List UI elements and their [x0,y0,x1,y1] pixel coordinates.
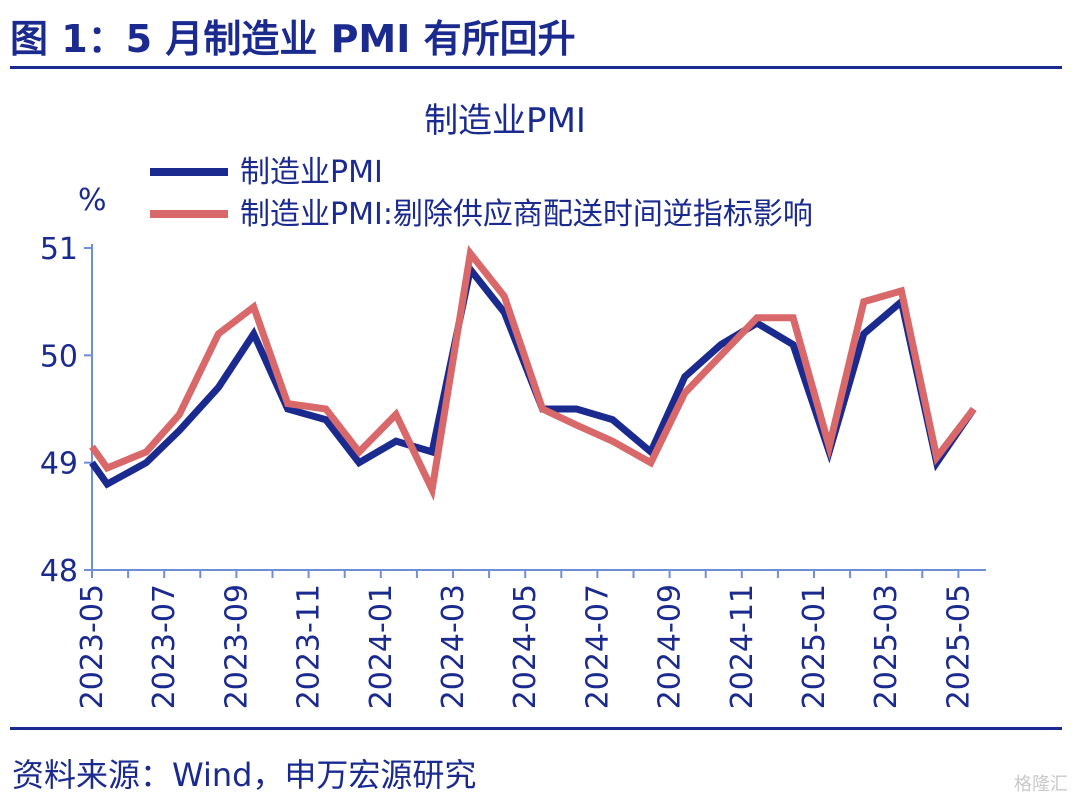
legend-label-1: 制造业PMI [240,155,383,190]
legend: 制造业PMI 制造业PMI:剔除供应商配送时间逆指标影响 [150,155,813,232]
bottom-rule [10,727,1062,730]
x-tick-label: 2024-07 [580,584,615,709]
x-tick-label: 2023-05 [75,584,110,709]
x-tick-label: 2025-05 [941,584,976,709]
figure-title: 图 1：5 月制造业 PMI 有所回升 [10,17,576,61]
y-tick-label: 49 [40,447,78,482]
x-tick-label: 2024-03 [436,584,471,709]
x-tick-label: 2025-03 [869,584,904,709]
x-tick-label: 2024-01 [364,584,399,709]
legend-label-2: 制造业PMI:剔除供应商配送时间逆指标影响 [240,197,813,232]
top-rule [10,66,1062,69]
y-tick-label: 51 [40,232,78,267]
series-layer [89,245,977,502]
x-tick-label: 2023-11 [292,584,327,709]
chart-title: 制造业PMI [424,101,586,141]
x-tick-label: 2024-05 [508,584,543,709]
watermark: 格隆汇 [1014,774,1068,795]
x-tick-label: 2024-09 [653,584,688,709]
source-note: 资料来源：Wind，申万宏源研究 [12,756,477,794]
x-tick-label: 2023-09 [219,584,254,709]
series-line-2 [89,245,977,502]
axes: 48 49 50 51 2023-05 2023-07 2023-09 2023-11 2024… [40,232,986,709]
y-tick-label: 48 [40,554,78,589]
y-axis-unit: % [78,183,107,218]
y-tick-label: 50 [40,339,78,374]
x-tick-label: 2024-11 [725,584,760,709]
x-tick-label: 2023-07 [147,584,182,709]
x-tick-label: 2025-01 [797,584,832,709]
